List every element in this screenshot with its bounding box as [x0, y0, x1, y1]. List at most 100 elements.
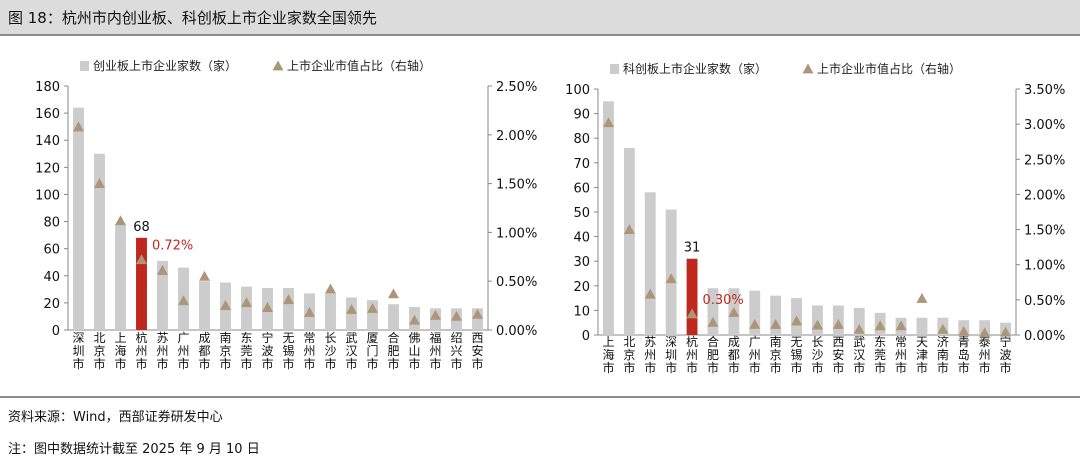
footer-divider: [0, 396, 1080, 398]
share-marker: [241, 297, 252, 308]
x-tick-label: 常州市: [303, 331, 315, 371]
share-marker: [707, 316, 719, 327]
share-marker: [728, 307, 740, 317]
figure-title: 图 18：杭州市内创业板、科创板上市企业家数全国领先: [8, 9, 377, 27]
x-tick-label: 广州市: [749, 335, 761, 375]
share-marker: [623, 224, 635, 234]
x-tick-label: 深圳市: [72, 331, 84, 371]
x-tick-label: 广州市: [177, 331, 189, 371]
share-marker: [409, 314, 420, 325]
legend-bar-label: 创业板上市企业家数（家）: [93, 58, 237, 73]
share-marker: [346, 304, 357, 314]
highlight-marker-value: 0.30%: [702, 293, 743, 308]
share-marker: [749, 318, 761, 329]
y2-tick-label: 0.00%: [496, 324, 537, 339]
bar: [325, 293, 336, 330]
share-marker: [665, 273, 677, 284]
y-tick-label: 100: [35, 188, 60, 203]
y-tick-label: 60: [573, 181, 590, 196]
x-tick-label: 无锡市: [791, 335, 803, 375]
y-tick-label: 160: [35, 107, 60, 122]
share-marker: [304, 306, 315, 317]
y-tick-label: 80: [573, 132, 590, 147]
share-marker: [770, 318, 782, 329]
y2-tick-label: 1.00%: [1024, 259, 1065, 274]
share-marker: [895, 320, 907, 331]
y-tick-label: 70: [573, 157, 590, 172]
data-note: 注：图中数据统计截至 2025 年 9 月 10 日: [8, 442, 260, 457]
x-tick-label: 苏州市: [156, 331, 168, 371]
share-marker: [73, 121, 84, 132]
y2-tick-label: 1.00%: [496, 226, 537, 241]
y2-tick-label: 1.50%: [1024, 224, 1065, 239]
legend-bar-label: 科创板上市企业家数（家）: [623, 61, 767, 76]
y2-tick-label: 0.50%: [1024, 294, 1065, 309]
y2-tick-label: 1.50%: [496, 178, 537, 193]
chart-right-star-market: 科创板上市企业家数（家） 上市企业市值占比（右轴） 0 10 20 30 40 50 60 70 8…: [565, 61, 1065, 375]
bar: [283, 287, 294, 330]
x-tick-label: 武汉市: [345, 331, 357, 371]
bar: [388, 304, 399, 330]
bar: [770, 295, 782, 335]
source-note: 资料来源：Wind，西部证券研发中心: [8, 410, 223, 425]
share-marker: [602, 117, 614, 128]
bar: [603, 101, 614, 335]
x-tick-label: 南京市: [770, 334, 782, 375]
y-tick-label: 0: [582, 329, 590, 344]
share-marker: [874, 320, 886, 331]
y-tick-label: 40: [43, 270, 60, 285]
x-tick-label: 武汉市: [853, 335, 865, 375]
share-marker: [472, 308, 483, 319]
x-tick-label: 合肥市: [387, 330, 399, 371]
share-marker: [916, 292, 928, 303]
x-tick-label: 杭州市: [135, 330, 147, 371]
x-tick-label: 西安市: [471, 331, 483, 371]
y-tick-label: 120: [35, 161, 60, 176]
y2-tick-label: 3.50%: [1024, 83, 1065, 98]
y2-tick-label: 2.00%: [1024, 188, 1065, 203]
x-tick-label: 佛山市: [408, 331, 420, 371]
bar: [707, 288, 719, 335]
charts-canvas: 创业板上市企业家数（家） 上市企业市值占比（右轴） 0 20 40 60 80 100 120 1…: [35, 58, 1065, 375]
share-marker: [791, 315, 803, 326]
x-tick-label: 长沙市: [811, 335, 823, 375]
y2-tick-label: 0.00%: [1024, 329, 1065, 344]
bar: [472, 308, 483, 330]
x-tick-label: 厦门市: [366, 331, 378, 371]
legend-marker-label: 上市企业市值占比（右轴）: [287, 58, 431, 73]
x-tick-label: 上海市: [114, 331, 126, 371]
share-marker: [262, 302, 273, 312]
x-tick-label: 东莞市: [240, 331, 252, 371]
bar-highlight: [686, 258, 698, 335]
legend-bar-swatch: [610, 64, 619, 74]
share-marker: [115, 215, 126, 226]
share-marker: [367, 303, 378, 313]
share-marker: [644, 288, 656, 299]
y-tick-label: 180: [35, 80, 60, 95]
legend-marker-swatch: [272, 60, 284, 71]
share-marker: [832, 318, 844, 329]
y-tick-label: 60: [43, 243, 60, 258]
highlight-marker-value: 0.72%: [152, 239, 193, 254]
share-marker: [853, 323, 865, 334]
bar: [199, 281, 210, 330]
x-tick-label: 东莞市: [874, 335, 886, 375]
x-tick-label: 西安市: [832, 335, 844, 375]
y-tick-label: 20: [43, 297, 60, 312]
y2-tick-label: 2.50%: [1024, 153, 1065, 168]
x-tick-label: 合肥市: [707, 334, 719, 375]
share-marker: [451, 310, 462, 321]
share-marker: [979, 327, 991, 338]
share-marker: [199, 270, 210, 281]
y-tick-label: 30: [573, 255, 590, 270]
x-tick-label: 泰州市: [979, 335, 991, 375]
y2-tick-label: 0.50%: [496, 275, 537, 290]
x-tick-label: 长沙市: [324, 331, 336, 371]
highlight-bar-value: 68: [133, 220, 150, 235]
bar: [916, 317, 928, 335]
x-tick-label: 深圳市: [665, 335, 677, 375]
x-tick-label: 常州市: [895, 335, 907, 375]
share-marker: [136, 254, 147, 265]
share-marker: [811, 319, 823, 330]
bar: [853, 307, 865, 335]
